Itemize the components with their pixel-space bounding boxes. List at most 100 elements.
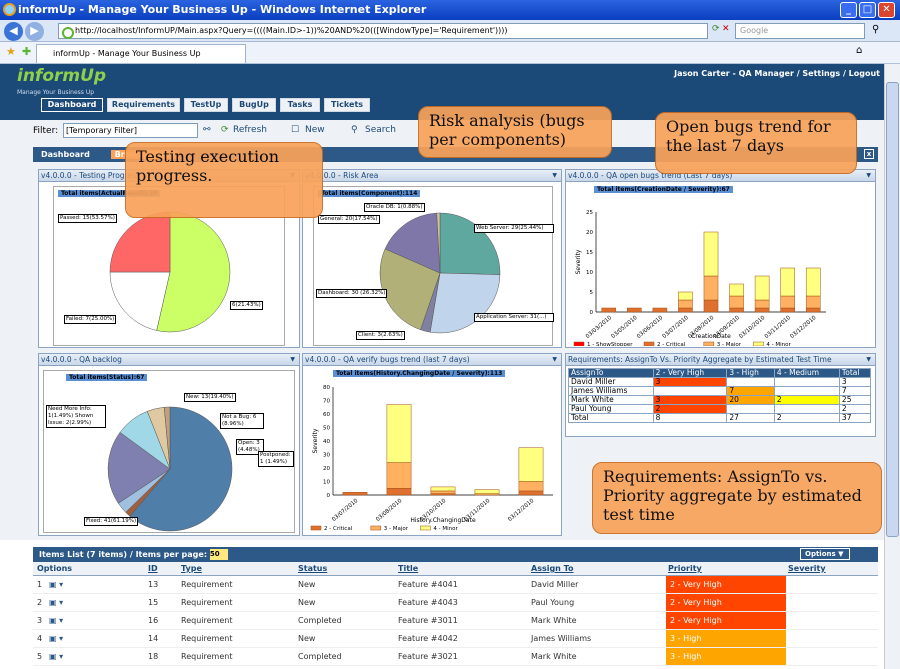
col-severity[interactable]: Severity <box>788 564 826 573</box>
x-tick-label: 03/07/2010 <box>662 315 691 340</box>
cell-very-high[interactable]: 3 <box>652 377 728 387</box>
window-title-bar: informUp - Manage Your Business Up - Win… <box>0 0 900 20</box>
items-per-page-select[interactable]: 50 <box>209 549 228 560</box>
y-tick-label: 0 <box>327 493 331 499</box>
bar <box>678 291 693 301</box>
row-options-icon[interactable]: ▣ ▾ <box>49 598 64 607</box>
cell-medium[interactable]: 2 <box>773 413 840 423</box>
chart-risk-area: Total items(Component):114 Oracle DB: 1(… <box>313 186 554 346</box>
panel-menu-icon[interactable]: ▼ <box>866 356 871 363</box>
cell-high[interactable]: 20 <box>726 395 775 405</box>
panel-menu-icon[interactable]: ▼ <box>866 172 871 179</box>
add-favorite-icon[interactable]: ✚ <box>22 45 32 58</box>
browser-tab[interactable]: informUp - Manage Your Business Up <box>36 44 246 63</box>
refresh-icon[interactable]: ⟳ <box>712 24 720 34</box>
cell-type: Requirement <box>181 598 233 607</box>
forward-icon[interactable]: ▶ <box>25 22 44 41</box>
dashboard-close-icon[interactable]: x <box>864 149 874 159</box>
tab-bugup[interactable]: BugUp <box>232 98 276 112</box>
bar <box>805 267 821 297</box>
cell-medium[interactable]: 2 <box>773 395 840 405</box>
cell-id: 15 <box>148 598 159 607</box>
filter-select[interactable]: [Temporary Filter] <box>63 123 198 138</box>
bar <box>678 299 693 309</box>
maximize-button[interactable]: □ <box>859 2 876 18</box>
cell-high[interactable]: 27 <box>726 413 775 423</box>
minimize-button[interactable]: _ <box>840 2 857 18</box>
table-row[interactable]: 2 15 Requirement New Feature #4043 Paul Young… <box>33 594 878 612</box>
pie-slice <box>129 406 233 532</box>
row-options-icon[interactable]: ▣ ▾ <box>49 634 64 643</box>
row-options-icon[interactable]: ▣ ▾ <box>49 652 64 661</box>
favorites-star-icon[interactable]: ★ <box>6 45 16 58</box>
table-row[interactable]: 1 13 Requirement New Feature #4041 David Mill… <box>33 576 878 594</box>
home-icon[interactable]: ⌂ <box>856 45 863 56</box>
panel-menu-icon[interactable]: ▼ <box>552 356 557 363</box>
legend-swatch <box>573 341 585 346</box>
table-row[interactable]: 5 18 Requirement Completed Feature #3021 Mark… <box>33 648 878 666</box>
cell-very-high[interactable]: 8 <box>652 413 728 423</box>
cell-priority: 2 - Very High <box>666 576 786 593</box>
cell-id: 18 <box>148 652 159 661</box>
panel-title-text: v4.0.0.0 - Risk Area <box>305 171 379 180</box>
x-axis-label: History.ChangingDate <box>410 517 476 524</box>
row-options-icon[interactable]: ▣ ▾ <box>49 616 64 625</box>
tab-testup[interactable]: TestUp <box>184 98 228 112</box>
tab-requirements[interactable]: Requirements <box>107 98 180 112</box>
vertical-scrollbar[interactable] <box>884 64 900 669</box>
legend-label: 4 - Minor <box>766 342 791 346</box>
close-button[interactable]: ✕ <box>878 2 895 18</box>
tab-tasks[interactable]: Tasks <box>280 98 320 112</box>
col-title[interactable]: Title <box>398 564 419 573</box>
col-type[interactable]: Type <box>181 564 202 573</box>
bar <box>754 275 770 301</box>
legend-label: 4 - Minor <box>433 526 458 532</box>
panel-menu-icon[interactable]: ▼ <box>552 172 557 179</box>
tab-tickets[interactable]: Tickets <box>324 98 370 112</box>
cell-assign: Paul Young <box>531 598 575 607</box>
binoculars-icon[interactable]: ⚯ <box>203 125 211 135</box>
search-field[interactable]: Google <box>735 23 865 39</box>
y-tick-label: 0 <box>590 310 594 316</box>
refresh-button[interactable]: Refresh <box>233 125 267 135</box>
cell-title: Feature #4042 <box>398 634 458 643</box>
y-tick-label: 20 <box>586 230 593 236</box>
pie-slice <box>107 431 171 504</box>
col-priority[interactable]: Priority <box>668 564 702 573</box>
search-button[interactable]: Search <box>365 125 396 135</box>
stop-icon[interactable]: ✕ <box>722 24 730 34</box>
legend-swatch <box>643 341 655 346</box>
cell-name: Total <box>568 413 654 423</box>
filter-bar: Filter: [Temporary Filter] ⚯ ⟳ Refresh ☐… <box>33 120 884 142</box>
row-options-icon[interactable]: ▣ ▾ <box>49 580 64 589</box>
scroll-thumb[interactable] <box>886 82 899 537</box>
bar <box>627 307 642 313</box>
pie-label: Not a Bug: 6 (8.96%) <box>220 413 264 429</box>
user-links[interactable]: Jason Carter - QA Manager / Settings / L… <box>674 69 880 78</box>
cell-very-high[interactable]: 2 <box>652 404 728 414</box>
tab-dashboard[interactable]: Dashboard <box>41 98 103 112</box>
new-button[interactable]: New <box>305 125 325 135</box>
cell-total[interactable]: 37 <box>838 413 872 423</box>
col-assign-to[interactable]: Assign To <box>531 564 574 573</box>
col-status[interactable]: Status <box>298 564 328 573</box>
cell-title: Feature #4041 <box>398 580 458 589</box>
y-tick-label: 15 <box>586 250 593 256</box>
col-options[interactable]: Options <box>37 564 73 573</box>
pie-label: Failed: 7(25.00%) <box>64 315 117 324</box>
dashboard-title: Dashboard <box>41 150 90 159</box>
bar <box>518 447 544 482</box>
table-row[interactable]: 3 16 Requirement Completed Feature #3011 Mark… <box>33 612 878 630</box>
options-button[interactable]: Options ▼ <box>800 548 850 560</box>
url-field[interactable]: http://localhost/InformUP/Main.aspx?Quer… <box>58 23 708 39</box>
cell-very-high[interactable]: 3 <box>652 395 728 405</box>
back-icon[interactable]: ◀ <box>4 22 23 41</box>
pie-label: Postponed: 1 (1.49%) <box>258 451 294 467</box>
table-row[interactable]: 4 14 Requirement New Feature #4042 James Will… <box>33 630 878 648</box>
pie-slice <box>163 406 171 470</box>
col-very-high: 2 - Very High <box>652 368 728 378</box>
search-icon[interactable]: ⚲ <box>872 24 880 35</box>
legend-swatch <box>753 341 764 346</box>
panel-menu-icon[interactable]: ▼ <box>290 356 295 363</box>
col-id[interactable]: ID <box>148 564 158 573</box>
